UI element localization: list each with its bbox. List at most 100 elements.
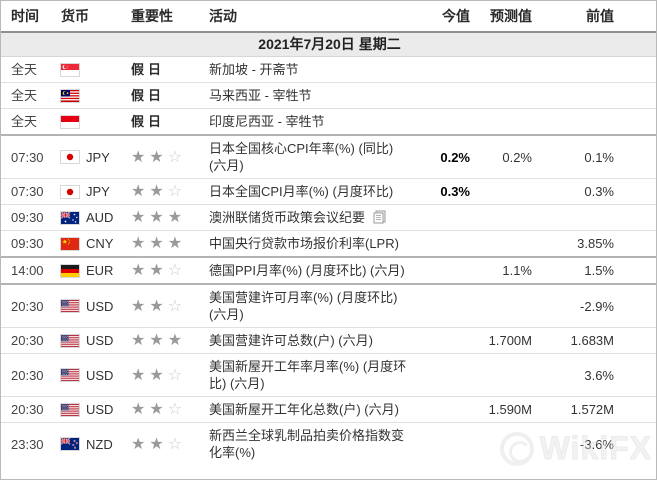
currency-code: JPY — [86, 184, 110, 199]
forecast-value: 1.590M — [488, 402, 532, 417]
importance-stars: ★★★ — [131, 328, 209, 354]
star-filled-icon: ★ — [131, 366, 150, 384]
calendar-event-row[interactable]: 20:30 USD ★★☆ 美国新屋开工年率月率(%) (月度环比) (六月) … — [1, 353, 656, 397]
column-header-importance: 重要性 — [131, 1, 209, 33]
importance-stars: ★★☆ — [131, 397, 209, 423]
event-time: 23:30 — [11, 436, 44, 452]
previous-value: 1.5% — [584, 263, 614, 278]
currency-code: CNY — [86, 236, 114, 251]
currency-code: USD — [86, 402, 114, 417]
previous-value — [532, 57, 656, 83]
event-time: 20:30 — [11, 367, 44, 383]
event-activity: 美国营建许可总数(户) (六月) — [209, 333, 373, 348]
star-empty-icon: ☆ — [167, 401, 187, 418]
star-filled-icon: ★ — [149, 183, 168, 200]
previous-value: 3.85% — [577, 236, 614, 251]
calendar-event-row[interactable]: 全天 假日 印度尼西亚 - 宰牲节 — [1, 108, 656, 136]
importance-stars: 假日 — [131, 83, 209, 109]
actual-value — [426, 205, 470, 231]
report-document-icon[interactable] — [373, 210, 386, 224]
forecast-value — [470, 205, 532, 231]
column-header-time: 时间 — [1, 1, 61, 33]
actual-value: 0.3% — [440, 184, 470, 199]
forecast-value — [470, 57, 532, 83]
calendar-event-row[interactable]: 23:30 NZD ★★☆ 新西兰全球乳制品拍卖价格指数变化率(%) -3.6% — [1, 422, 656, 466]
event-time: 全天 — [11, 114, 38, 129]
column-header-previous: 前值 — [532, 1, 656, 33]
importance-stars: ★★★ — [131, 205, 209, 231]
star-filled-icon: ★ — [131, 401, 150, 418]
star-filled-icon: ★ — [149, 235, 168, 252]
calendar-event-row[interactable]: 20:30 USD ★★☆ 美国新屋开工年化总数(户) (六月) 1.590M … — [1, 396, 656, 423]
calendar-event-row[interactable]: 20:30 USD ★★☆ 美国营建许可月率(%) (月度环比) (六月) -2… — [1, 284, 656, 328]
flag-singapore-icon — [61, 63, 79, 76]
flag-australia-icon — [61, 211, 79, 224]
event-time: 全天 — [11, 88, 38, 103]
previous-value: -2.9% — [580, 298, 614, 314]
star-filled-icon: ★ — [131, 209, 150, 226]
calendar-event-row[interactable]: 07:30 JPY ★★☆ 日本全国CPI月率(%) (月度环比) 0.3% 0… — [1, 178, 656, 205]
importance-stars: 假日 — [131, 57, 209, 83]
star-empty-icon: ☆ — [167, 148, 187, 166]
date-header-row: 2021年7月20日 星期二 — [1, 32, 656, 57]
currency-code: USD — [86, 298, 114, 314]
star-filled-icon: ★ — [131, 235, 150, 252]
calendar-event-row[interactable]: 20:30 USD ★★★ 美国营建许可总数(户) (六月) 1.700M 1.… — [1, 327, 656, 354]
event-time: 07:30 — [11, 149, 44, 165]
star-filled-icon: ★ — [131, 297, 150, 315]
forecast-value — [470, 284, 532, 328]
star-filled-icon: ★ — [149, 435, 168, 453]
event-time: 20:30 — [11, 333, 44, 348]
actual-value — [426, 257, 470, 284]
actual-value — [426, 83, 470, 109]
importance-stars: ★★☆ — [131, 284, 209, 328]
star-empty-icon: ☆ — [167, 183, 187, 200]
calendar-event-row[interactable]: 09:30 AUD ★★★ 澳洲联储货币政策会议纪要 — [1, 204, 656, 231]
star-filled-icon: ★ — [167, 235, 187, 252]
star-filled-icon: ★ — [131, 332, 150, 349]
previous-value: 0.3% — [584, 184, 614, 199]
previous-value: 0.1% — [584, 149, 614, 165]
forecast-value — [470, 83, 532, 109]
flag-china-icon — [61, 237, 79, 250]
flag-usa-icon — [61, 369, 79, 381]
event-activity: 马来西亚 - 宰牲节 — [209, 88, 312, 103]
previous-value — [532, 109, 656, 136]
calendar-event-row[interactable]: 全天 假日 新加坡 - 开斋节 — [1, 56, 656, 83]
flag-usa-icon — [61, 334, 79, 347]
forecast-value: 1.1% — [502, 263, 532, 278]
actual-value — [426, 109, 470, 136]
actual-value: 0.2% — [440, 149, 470, 165]
actual-value — [426, 423, 470, 466]
star-filled-icon: ★ — [149, 262, 168, 279]
calendar-event-row[interactable]: 全天 假日 马来西亚 - 宰牲节 — [1, 82, 656, 109]
forecast-value: 1.700M — [488, 333, 532, 348]
event-activity: 新加坡 - 开斋节 — [209, 62, 299, 77]
event-activity: 印度尼西亚 - 宰牲节 — [209, 114, 325, 129]
date-header-label: 2021年7月20日 星期二 — [1, 32, 656, 57]
event-activity: 新西兰全球乳制品拍卖价格指数变化率(%) — [209, 428, 405, 460]
importance-stars: ★★☆ — [131, 423, 209, 466]
flag-indonesia-icon — [61, 115, 79, 128]
calendar-event-row[interactable]: 09:30 CNY ★★★ 中国央行贷款市场报价利率(LPR) 3.85% — [1, 230, 656, 258]
event-time: 07:30 — [11, 184, 44, 199]
flag-new-zealand-icon — [61, 438, 79, 450]
calendar-event-row[interactable]: 14:00 EUR ★★☆ 德国PPI月率(%) (月度环比) (六月) 1.1… — [1, 257, 656, 284]
currency-code: USD — [86, 333, 114, 348]
star-filled-icon: ★ — [131, 262, 150, 279]
holiday-label: 假日 — [131, 62, 166, 77]
actual-value — [426, 284, 470, 328]
star-filled-icon: ★ — [131, 148, 150, 166]
star-filled-icon: ★ — [131, 435, 150, 453]
forecast-value — [470, 423, 532, 466]
event-activity: 美国新屋开工年率月率(%) (月度环比) (六月) — [209, 359, 407, 391]
previous-value: 1.572M — [570, 402, 614, 417]
actual-value — [426, 354, 470, 397]
event-time: 14:00 — [11, 263, 44, 278]
currency-code: EUR — [86, 263, 114, 278]
actual-value — [426, 231, 470, 258]
star-filled-icon: ★ — [167, 209, 187, 226]
calendar-event-row[interactable]: 07:30 JPY ★★☆ 日本全国核心CPI年率(%) (同比) (六月) 0… — [1, 135, 656, 179]
flag-usa-icon — [61, 403, 79, 416]
